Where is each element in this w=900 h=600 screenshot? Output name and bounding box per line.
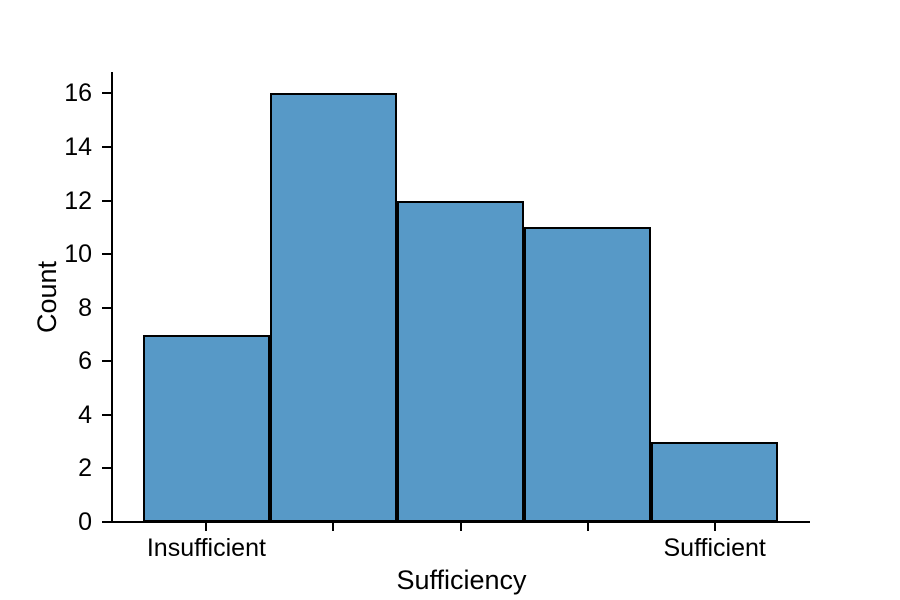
- x-axis-tick: [586, 522, 589, 531]
- x-axis-tick: [713, 522, 716, 531]
- histogram-bar: [651, 441, 779, 522]
- y-axis-tick: [102, 92, 111, 95]
- y-tick-label: 16: [64, 79, 92, 108]
- y-tick-label: 0: [78, 508, 92, 536]
- y-tick-label: 2: [78, 454, 92, 483]
- x-axis-tick: [459, 522, 462, 531]
- y-axis-tick: [102, 360, 111, 363]
- y-tick-label: 4: [78, 400, 92, 429]
- y-tick-label: 10: [64, 240, 92, 269]
- y-tick-label: 6: [78, 347, 92, 376]
- y-axis-tick: [102, 306, 111, 309]
- x-tick-label: Insufficient: [146, 534, 266, 562]
- y-axis-spine: [111, 72, 113, 523]
- histogram-bar: [142, 334, 270, 522]
- y-tick-label: 12: [64, 186, 92, 215]
- x-tick-label: Sufficient: [663, 534, 766, 562]
- y-tick-label: 8: [78, 293, 92, 322]
- x-axis-tick: [332, 522, 335, 531]
- histogram-bar: [397, 200, 525, 522]
- y-axis-tick: [102, 146, 111, 148]
- histogram-bar: [269, 93, 397, 522]
- y-axis-tick: [102, 253, 111, 256]
- x-axis-tick: [205, 522, 208, 531]
- y-tick-label: 14: [64, 133, 92, 161]
- y-axis-tick: [102, 521, 111, 523]
- y-axis-tick: [102, 413, 111, 416]
- x-axis-label: Sufficiency: [396, 565, 527, 595]
- histogram-bar: [524, 227, 652, 522]
- y-axis-tick: [102, 467, 111, 470]
- y-axis-tick: [102, 199, 111, 202]
